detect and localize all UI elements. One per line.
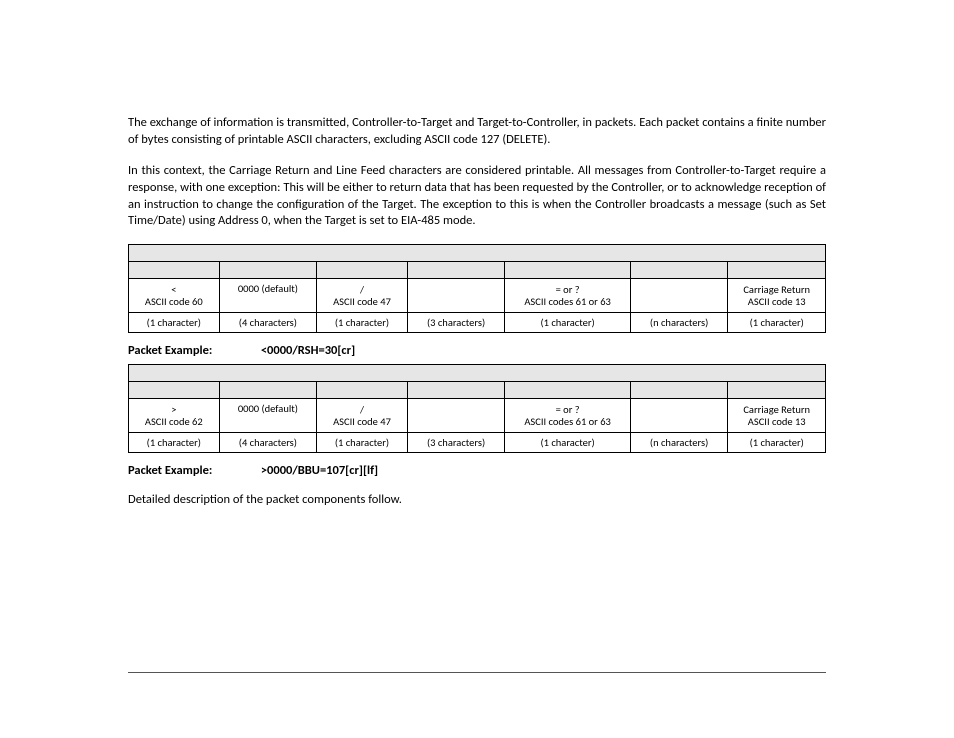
intro-paragraph-2: In this context, the Carriage Return and… (128, 163, 826, 231)
table-cell: (1 character) (317, 313, 408, 333)
table-row-body: >ASCII code 62 0000 (default) /ASCII cod… (129, 399, 826, 433)
example-label: Packet Example: (128, 463, 258, 478)
closing-paragraph: Detailed description of the packet compo… (128, 492, 826, 507)
table-cell: (1 character) (728, 313, 826, 333)
table-cell: (1 character) (129, 313, 220, 333)
table-cell: (n characters) (630, 313, 728, 333)
table-cell: (4 characters) (219, 433, 317, 453)
packet-table-controller-to-target: <ASCII code 60 0000 (default) /ASCII cod… (128, 244, 826, 333)
table-cell: >ASCII code 62 (129, 399, 220, 433)
page-body: The exchange of information is transmitt… (0, 0, 954, 557)
table-cell (219, 382, 317, 399)
table-cell: (1 character) (317, 433, 408, 453)
table-cell (728, 262, 826, 279)
table-cell (505, 262, 630, 279)
table-cell (630, 399, 728, 433)
table-cell (407, 382, 505, 399)
table-row-count: (1 character) (4 characters) (1 characte… (129, 433, 826, 453)
table-cell: = or ?ASCII codes 61 or 63 (505, 279, 630, 313)
table-cell (630, 382, 728, 399)
table-cell (630, 262, 728, 279)
table-row-count: (1 character) (4 characters) (1 characte… (129, 313, 826, 333)
table-cell (630, 279, 728, 313)
table-cell (407, 399, 505, 433)
table-row-subheader (129, 382, 826, 399)
table-row-body: <ASCII code 60 0000 (default) /ASCII cod… (129, 279, 826, 313)
table-cell: (3 characters) (407, 313, 505, 333)
table-cell (129, 262, 220, 279)
table-cell: /ASCII code 47 (317, 399, 408, 433)
table-row-header (129, 365, 826, 382)
table-cell (728, 382, 826, 399)
packet-table-target-to-controller: >ASCII code 62 0000 (default) /ASCII cod… (128, 364, 826, 453)
table-cell: (3 characters) (407, 433, 505, 453)
footer-rule (128, 672, 826, 673)
intro-paragraph-1: The exchange of information is transmitt… (128, 115, 826, 149)
table-cell (505, 382, 630, 399)
table-cell (407, 279, 505, 313)
table-cell: (n characters) (630, 433, 728, 453)
table-cell (129, 382, 220, 399)
table-cell: (1 character) (129, 433, 220, 453)
table-cell (407, 262, 505, 279)
example-value: <0000/RSH=30[cr] (261, 343, 355, 358)
table-cell: /ASCII code 47 (317, 279, 408, 313)
table-cell: (4 characters) (219, 313, 317, 333)
table-cell: <ASCII code 60 (129, 279, 220, 313)
table-cell (129, 365, 826, 382)
table-cell: 0000 (default) (219, 399, 317, 433)
table-cell: 0000 (default) (219, 279, 317, 313)
table-cell: (1 character) (505, 313, 630, 333)
table-cell: = or ?ASCII codes 61 or 63 (505, 399, 630, 433)
example-label: Packet Example: (128, 343, 258, 358)
table-cell: (1 character) (505, 433, 630, 453)
table-cell (129, 245, 826, 262)
table-cell: Carriage ReturnASCII code 13 (728, 399, 826, 433)
table-cell (317, 262, 408, 279)
table-cell (317, 382, 408, 399)
table-cell: Carriage ReturnASCII code 13 (728, 279, 826, 313)
packet-example-1: Packet Example: <0000/RSH=30[cr] (128, 343, 826, 358)
table-row-header (129, 245, 826, 262)
table-cell: (1 character) (728, 433, 826, 453)
table-row-subheader (129, 262, 826, 279)
table-cell (219, 262, 317, 279)
packet-example-2: Packet Example: >0000/BBU=107[cr][lf] (128, 463, 826, 478)
example-value: >0000/BBU=107[cr][lf] (261, 463, 378, 478)
